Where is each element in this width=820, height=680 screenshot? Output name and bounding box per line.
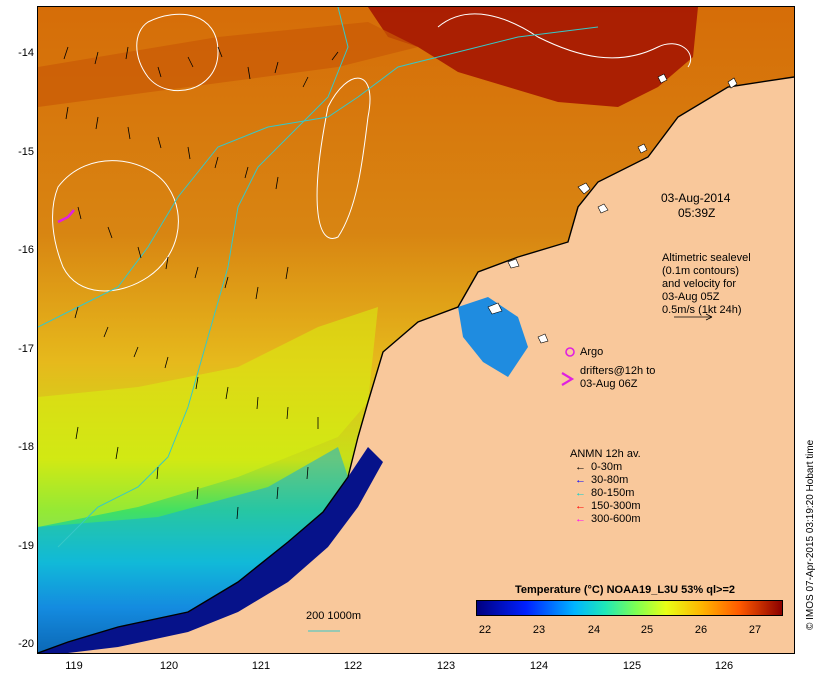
- anmn-row-label: 30-80m: [591, 474, 629, 486]
- timestamp-date: 03-Aug-2014: [661, 191, 731, 205]
- colorbar-tick-22: 22: [478, 624, 492, 636]
- arrow-icon: ←: [575, 500, 586, 512]
- coastline: [38, 76, 794, 653]
- anmn-row-label: 80-150m: [591, 487, 635, 499]
- isobath-200m: [57, 7, 349, 548]
- anmn-row-2: ← 80-150m: [575, 487, 634, 499]
- colorbar: [476, 600, 783, 616]
- sealevel-contour: [136, 13, 219, 92]
- altimetry-line2: (0.1m contours): [662, 265, 740, 277]
- lat-label-16: -16: [18, 244, 34, 256]
- anmn-row-label: 150-300m: [591, 500, 641, 512]
- altimetry-line3: and velocity for: [662, 278, 736, 290]
- warm-water-patch: [368, 7, 698, 107]
- timestamp-time: 05:39Z: [678, 206, 716, 220]
- colorbar-title: Temperature (°C) NOAA19_L3U 53% ql>=2: [515, 584, 735, 596]
- arrow-icon: ←: [575, 461, 586, 473]
- lon-label-125: 125: [622, 660, 642, 672]
- lon-label-126: 126: [714, 660, 734, 672]
- argo-marker: [565, 347, 575, 357]
- sst-map[interactable]: 03-Aug-2014 05:39Z Altimetric sealevel (…: [37, 6, 795, 654]
- lat-label-14: -14: [18, 47, 34, 59]
- lat-label-19: -19: [18, 540, 34, 552]
- altimetry-line4: 03-Aug 05Z: [662, 291, 720, 303]
- anmn-row-0: ← 0-30m: [575, 461, 622, 473]
- bay-water: [458, 297, 528, 377]
- lon-label-123: 123: [436, 660, 456, 672]
- altimetry-line5: 0.5m/s (1kt 24h): [662, 304, 742, 316]
- lat-label-18: -18: [18, 441, 34, 453]
- lon-label-122: 122: [343, 660, 363, 672]
- lat-label-17: -17: [18, 343, 34, 355]
- anmn-row-4: ← 300-600m: [575, 513, 641, 525]
- arrow-icon: ←: [575, 487, 586, 499]
- sealevel-contour-4: [437, 13, 692, 68]
- coastal-islands: [487, 73, 738, 344]
- argo-label: Argo: [580, 346, 604, 358]
- sst-map-canvas: [38, 7, 794, 653]
- lon-label-124: 124: [529, 660, 549, 672]
- cold-coast-band: [38, 447, 383, 653]
- colorbar-tick-24: 24: [587, 624, 601, 636]
- mid-temp-band: [38, 307, 378, 527]
- drifters-label-line1: drifters@12h to: [580, 365, 656, 377]
- arrow-icon: ←: [575, 513, 586, 525]
- altimetry-line1: Altimetric sealevel: [662, 252, 751, 264]
- lat-label-20: -20: [18, 638, 34, 650]
- anmn-row-3: ← 150-300m: [575, 500, 641, 512]
- lat-label-15: -15: [18, 146, 34, 158]
- colorbar-tick-26: 26: [694, 624, 708, 636]
- ocean-area: [38, 7, 794, 653]
- drifters-label-line2: 03-Aug 06Z: [580, 378, 638, 390]
- sealevel-contour-3: [316, 77, 371, 239]
- isobath-legend-label: 200 1000m: [306, 610, 362, 622]
- lon-label-121: 121: [251, 660, 271, 672]
- drifter-marker: [561, 372, 575, 386]
- drifter-track: [57, 209, 75, 224]
- warm-water-patch-2: [38, 22, 418, 107]
- sealevel-contour-2: [52, 160, 179, 292]
- cool-band: [38, 447, 348, 653]
- arrow-icon: ←: [575, 474, 586, 486]
- colorbar-tick-25: 25: [640, 624, 654, 636]
- imos-credit: © IMOS 07-Apr-2015 03:19:20 Hobart time: [805, 439, 816, 630]
- anmn-row-1: ← 30-80m: [575, 474, 628, 486]
- anmn-row-label: 300-600m: [591, 513, 641, 525]
- anmn-row-label: 0-30m: [591, 461, 623, 473]
- lon-label-119: 119: [65, 660, 83, 672]
- colorbar-tick-27: 27: [748, 624, 762, 636]
- velocity-arrows: [63, 46, 339, 520]
- colorbar-tick-23: 23: [532, 624, 546, 636]
- lon-label-120: 120: [159, 660, 179, 672]
- isobath-1000m: [38, 26, 599, 328]
- anmn-title: ANMN 12h av.: [570, 448, 641, 460]
